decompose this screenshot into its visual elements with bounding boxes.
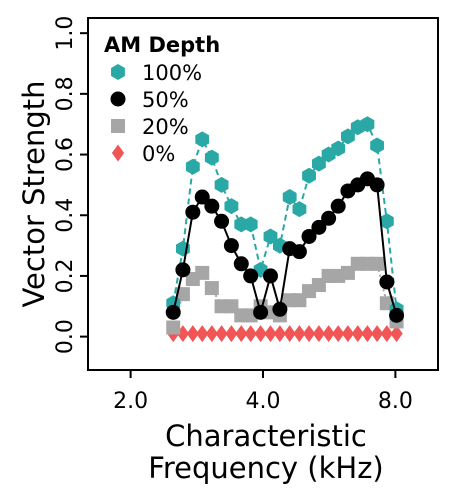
series-100-percent [166, 116, 404, 318]
data-point [264, 325, 277, 343]
data-point [330, 198, 346, 214]
data-point [223, 238, 239, 254]
y-tick-label: 0.0 [53, 319, 78, 354]
data-point [351, 325, 364, 343]
data-point [361, 325, 374, 343]
data-point [380, 325, 393, 343]
legend-title: AM Depth [104, 33, 220, 57]
data-point [214, 176, 229, 193]
data-point [389, 307, 405, 323]
data-point [205, 325, 218, 343]
data-point [196, 325, 209, 343]
data-point [263, 228, 278, 245]
y-tick-label: 0.4 [53, 198, 78, 233]
legend-marker [111, 119, 125, 133]
data-point [175, 262, 191, 278]
data-point [370, 325, 384, 343]
legend-label: 100% [142, 61, 202, 85]
data-point [311, 219, 327, 235]
data-point [204, 198, 220, 214]
data-point [185, 158, 200, 175]
y-tick-label: 1.0 [53, 16, 78, 51]
data-point [302, 167, 316, 184]
data-point [321, 210, 337, 226]
data-point [195, 131, 210, 148]
data-point [235, 325, 248, 343]
data-point [272, 301, 288, 317]
data-point [379, 213, 394, 230]
legend-label: 50% [142, 88, 189, 112]
data-point [215, 325, 228, 343]
data-point [370, 256, 385, 271]
data-point [341, 128, 355, 145]
data-point [214, 213, 230, 229]
x-axis-label-line-1: Characteristic [165, 419, 367, 453]
data-point [291, 244, 307, 260]
x-tick-label: 2.0 [113, 389, 148, 414]
data-point [293, 325, 306, 343]
data-point [254, 325, 267, 343]
data-point [390, 325, 403, 343]
data-point [282, 189, 297, 206]
data-point [243, 216, 258, 233]
x-tick-label: 4.0 [246, 389, 281, 414]
series-20-percent [166, 256, 404, 335]
data-point [224, 198, 239, 215]
y-tick-label: 0.2 [53, 258, 78, 293]
series-0-percent [167, 325, 403, 343]
data-point [186, 325, 199, 343]
legend-label: 0% [142, 142, 175, 166]
data-point [243, 268, 259, 284]
data-point [204, 281, 219, 296]
data-point [194, 189, 210, 205]
data-point [302, 325, 316, 343]
data-point [370, 137, 385, 154]
legend-marker [110, 91, 126, 107]
data-point [283, 325, 296, 343]
data-point [311, 155, 326, 172]
legend-marker [111, 64, 125, 80]
data-point [332, 325, 345, 343]
x-tick-label: 8.0 [378, 389, 413, 414]
y-tick-label: 0.6 [53, 137, 78, 172]
data-point [262, 268, 278, 284]
data-point [312, 325, 326, 343]
data-point [360, 116, 375, 133]
data-point [322, 325, 335, 343]
data-point [273, 325, 287, 343]
data-point [369, 177, 385, 193]
data-point [175, 287, 190, 302]
legend-label: 20% [142, 115, 189, 139]
series-50-percent [165, 171, 405, 323]
data-point [165, 304, 181, 320]
data-point [379, 274, 395, 290]
data-point [233, 256, 249, 272]
data-point [292, 201, 307, 218]
data-point [166, 320, 181, 335]
x-axis-label-line-2: Frequency (kHz) [148, 451, 383, 485]
data-point [195, 265, 210, 280]
data-point [185, 204, 201, 220]
legend: AM Depth 100% 50% 20% 0% [104, 33, 220, 166]
data-point [341, 325, 355, 343]
data-point [204, 149, 219, 166]
y-tick-label: 0.8 [53, 76, 78, 111]
data-point [253, 304, 269, 320]
data-point [244, 325, 257, 343]
y-axis-label: Vector Strength [17, 80, 51, 307]
data-point [331, 140, 346, 157]
data-point [301, 228, 317, 244]
data-point [225, 325, 238, 343]
legend-marker [111, 144, 125, 162]
